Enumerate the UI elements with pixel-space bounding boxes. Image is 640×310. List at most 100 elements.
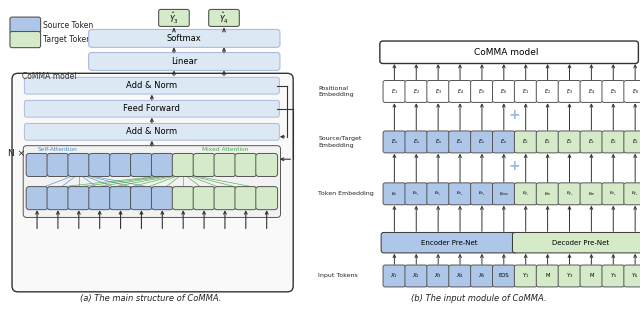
Text: $E_t$: $E_t$ <box>522 137 529 146</box>
Text: $E_1$: $E_1$ <box>391 87 398 96</box>
FancyBboxPatch shape <box>405 183 428 205</box>
FancyBboxPatch shape <box>602 183 625 205</box>
FancyBboxPatch shape <box>580 131 603 153</box>
Text: Self-Attention: Self-Attention <box>38 147 78 152</box>
FancyBboxPatch shape <box>380 41 638 64</box>
Text: $E_4$: $E_4$ <box>456 87 463 96</box>
FancyBboxPatch shape <box>493 131 515 153</box>
FancyBboxPatch shape <box>515 265 537 287</box>
Text: $E_{y_3}$: $E_{y_3}$ <box>566 189 573 198</box>
FancyBboxPatch shape <box>624 131 640 153</box>
FancyBboxPatch shape <box>536 81 559 102</box>
FancyBboxPatch shape <box>383 183 406 205</box>
FancyBboxPatch shape <box>602 131 625 153</box>
Text: CoMMA model: CoMMA model <box>474 48 539 57</box>
FancyBboxPatch shape <box>256 153 278 176</box>
FancyBboxPatch shape <box>193 153 215 176</box>
FancyBboxPatch shape <box>515 81 537 102</box>
Text: $E_t$: $E_t$ <box>632 137 639 146</box>
Text: $E_t$: $E_t$ <box>588 137 595 146</box>
Text: $E_t$: $E_t$ <box>566 137 573 146</box>
FancyBboxPatch shape <box>24 77 279 94</box>
Text: $E_{x_3}$: $E_{x_3}$ <box>435 190 442 198</box>
FancyBboxPatch shape <box>235 187 257 210</box>
FancyBboxPatch shape <box>558 131 580 153</box>
Text: $X_2$: $X_2$ <box>412 272 420 281</box>
FancyBboxPatch shape <box>427 183 449 205</box>
Text: Target Token: Target Token <box>43 35 91 44</box>
FancyBboxPatch shape <box>68 153 90 176</box>
FancyBboxPatch shape <box>89 153 111 176</box>
FancyBboxPatch shape <box>515 131 537 153</box>
FancyBboxPatch shape <box>624 265 640 287</box>
Text: $E_{x}$: $E_{x}$ <box>391 190 397 197</box>
FancyBboxPatch shape <box>89 187 111 210</box>
FancyBboxPatch shape <box>214 187 236 210</box>
FancyBboxPatch shape <box>88 29 280 47</box>
FancyBboxPatch shape <box>383 81 406 102</box>
Text: Mixed Attention: Mixed Attention <box>202 147 248 152</box>
FancyBboxPatch shape <box>580 183 603 205</box>
Text: $E_s$: $E_s$ <box>435 137 442 146</box>
FancyBboxPatch shape <box>109 187 131 210</box>
Text: $\hat{Y}_3$: $\hat{Y}_3$ <box>169 10 179 26</box>
Text: $Y_5$: $Y_5$ <box>610 272 617 281</box>
Text: $E_t$: $E_t$ <box>610 137 617 146</box>
FancyBboxPatch shape <box>427 265 449 287</box>
FancyBboxPatch shape <box>558 265 580 287</box>
FancyBboxPatch shape <box>383 131 406 153</box>
Text: Encoder Pre-Net: Encoder Pre-Net <box>421 240 477 246</box>
FancyBboxPatch shape <box>152 153 173 176</box>
FancyBboxPatch shape <box>513 232 640 253</box>
Text: $E_s$: $E_s$ <box>413 137 420 146</box>
Text: $E_4$: $E_4$ <box>588 87 595 96</box>
Text: Input Tokens: Input Tokens <box>319 273 358 278</box>
FancyBboxPatch shape <box>405 131 428 153</box>
FancyBboxPatch shape <box>470 131 493 153</box>
FancyBboxPatch shape <box>383 265 406 287</box>
Text: Feed Forward: Feed Forward <box>124 104 180 113</box>
Text: $E_s$: $E_s$ <box>456 137 463 146</box>
Text: $E_{eos}$: $E_{eos}$ <box>499 190 509 197</box>
FancyBboxPatch shape <box>427 131 449 153</box>
FancyBboxPatch shape <box>405 81 428 102</box>
Text: $E_{y_6}$: $E_{y_6}$ <box>631 189 639 198</box>
Text: $Y_6$: $Y_6$ <box>632 272 639 281</box>
FancyBboxPatch shape <box>24 123 279 140</box>
FancyBboxPatch shape <box>536 131 559 153</box>
Text: EOS: EOS <box>499 273 509 278</box>
FancyBboxPatch shape <box>214 153 236 176</box>
FancyBboxPatch shape <box>109 153 131 176</box>
Text: $E_{x_4}$: $E_{x_4}$ <box>456 190 464 198</box>
FancyBboxPatch shape <box>381 232 517 253</box>
FancyBboxPatch shape <box>26 153 48 176</box>
FancyBboxPatch shape <box>256 187 278 210</box>
FancyBboxPatch shape <box>152 187 173 210</box>
FancyBboxPatch shape <box>580 81 603 102</box>
FancyBboxPatch shape <box>493 265 515 287</box>
FancyBboxPatch shape <box>449 81 471 102</box>
FancyBboxPatch shape <box>493 183 515 205</box>
Text: Softmax: Softmax <box>167 34 202 43</box>
Text: $Y_3$: $Y_3$ <box>566 272 573 281</box>
FancyBboxPatch shape <box>209 9 239 26</box>
FancyBboxPatch shape <box>47 153 69 176</box>
Text: $E_3$: $E_3$ <box>435 87 442 96</box>
Text: Add & Norm: Add & Norm <box>126 81 177 90</box>
Text: N ×: N × <box>8 149 26 158</box>
Text: $E_s$: $E_s$ <box>478 137 486 146</box>
FancyBboxPatch shape <box>24 100 279 117</box>
Text: (b) The input module of CoMMA.: (b) The input module of CoMMA. <box>411 294 546 303</box>
Text: $E_1$: $E_1$ <box>522 87 529 96</box>
Text: $E_2$: $E_2$ <box>544 87 551 96</box>
Text: $E_6$: $E_6$ <box>500 87 508 96</box>
FancyBboxPatch shape <box>88 52 280 70</box>
FancyBboxPatch shape <box>405 265 428 287</box>
FancyBboxPatch shape <box>449 265 471 287</box>
FancyBboxPatch shape <box>558 183 580 205</box>
Text: Decoder Pre-Net: Decoder Pre-Net <box>552 240 609 246</box>
Text: $E_m$: $E_m$ <box>544 190 552 197</box>
FancyBboxPatch shape <box>131 187 152 210</box>
Text: $E_2$: $E_2$ <box>413 87 420 96</box>
Text: $E_s$: $E_s$ <box>500 137 508 146</box>
